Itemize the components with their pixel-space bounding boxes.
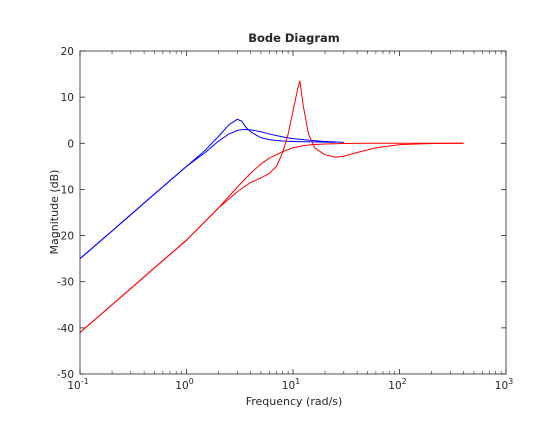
chart-title: Bode Diagram [248, 31, 340, 45]
series-layer [79, 80, 464, 333]
series-line-2 [79, 128, 344, 260]
x-tick-label: 10-1 [67, 377, 88, 392]
y-tick-label: -30 [57, 277, 74, 289]
y-tick-label: -20 [57, 231, 74, 243]
x-axis-label: Frequency (rad/s) [246, 395, 343, 408]
y-tick-label: 0 [67, 138, 74, 150]
x-tick-label: 100 [175, 377, 193, 392]
plot-area [80, 51, 506, 374]
series-line-4 [79, 142, 464, 333]
x-tick-label: 103 [495, 377, 513, 392]
y-tick-label: -50 [57, 369, 74, 381]
y-axis-label: Magnitude (dB) [48, 170, 61, 255]
series-line-3 [79, 80, 464, 333]
y-tick-label: -40 [57, 323, 74, 335]
x-tick-label: 102 [388, 377, 406, 392]
y-tick-label: -10 [57, 184, 74, 196]
y-tick-label: 10 [61, 92, 74, 104]
x-tick-label: 101 [282, 377, 300, 392]
y-tick-label: 20 [61, 46, 74, 58]
